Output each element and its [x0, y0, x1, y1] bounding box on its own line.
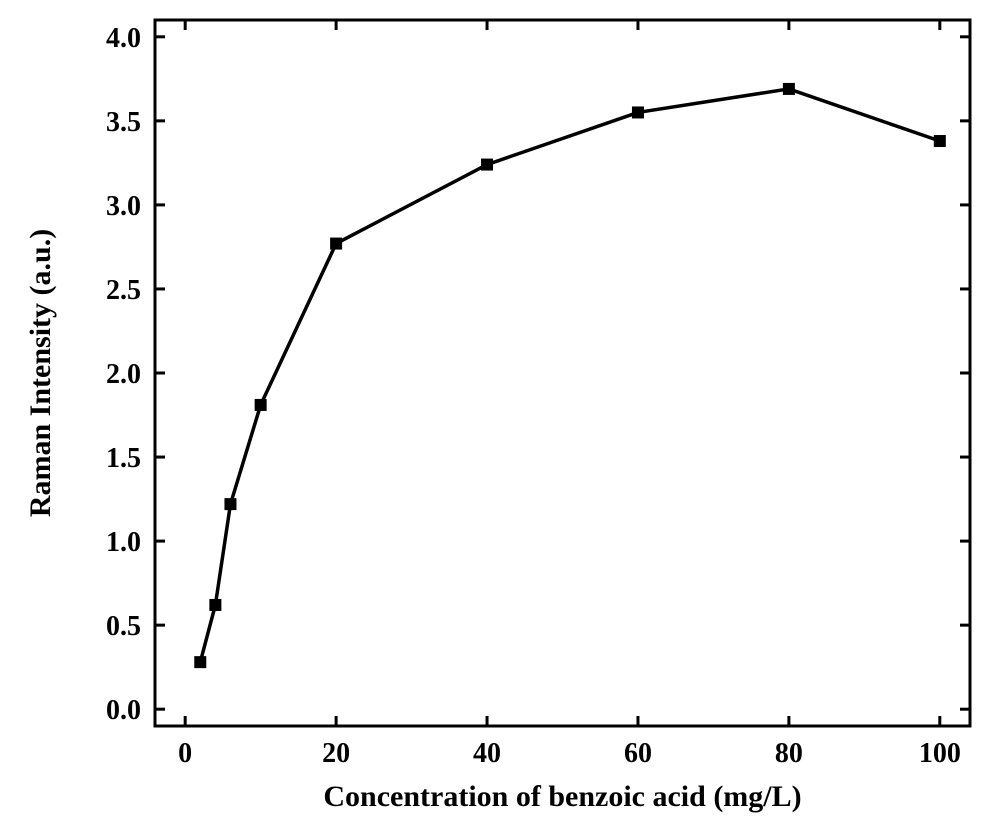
y-tick-label: 2.0: [106, 359, 141, 390]
data-marker: [783, 83, 795, 95]
x-tick-label: 40: [473, 738, 501, 769]
data-marker: [194, 656, 206, 668]
y-axis-tick-labels: 0.0 0.5 1.0 1.5 2.0 2.5 3.0 3.5 4.0: [106, 23, 141, 726]
data-marker: [330, 238, 342, 250]
x-axis-tick-labels: 0 20 40 60 80 100: [178, 738, 961, 769]
y-tick-label: 4.0: [106, 23, 141, 54]
data-marker: [224, 498, 236, 510]
data-marker: [934, 135, 946, 147]
x-tick-label: 60: [624, 738, 652, 769]
y-tick-label: 1.5: [106, 443, 141, 474]
x-tick-label: 100: [919, 738, 961, 769]
x-tick-label: 80: [775, 738, 803, 769]
y-tick-label: 1.0: [106, 527, 141, 558]
x-axis-label: Concentration of benzoic acid (mg/L): [323, 780, 801, 813]
y-tick-label: 2.5: [106, 275, 141, 306]
x-tick-label: 20: [322, 738, 350, 769]
data-marker: [632, 106, 644, 118]
data-marker: [209, 599, 221, 611]
chart-container: 0 20 40 60 80 100 0.0 0.5 1.0 1.5 2.0 2.5 3.0 3.5 4.0…: [0, 0, 1000, 838]
x-tick-label: 0: [178, 738, 192, 769]
chart-svg: 0 20 40 60 80 100 0.0 0.5 1.0 1.5 2.0 2.5 3.0 3.5 4.0…: [0, 0, 1000, 838]
y-tick-label: 0.0: [106, 695, 141, 726]
y-tick-label: 3.0: [106, 191, 141, 222]
data-marker: [481, 159, 493, 171]
y-axis-label: Raman Intensity (a.u.): [24, 229, 57, 517]
data-marker: [255, 399, 267, 411]
y-tick-label: 3.5: [106, 107, 141, 138]
y-tick-label: 0.5: [106, 611, 141, 642]
